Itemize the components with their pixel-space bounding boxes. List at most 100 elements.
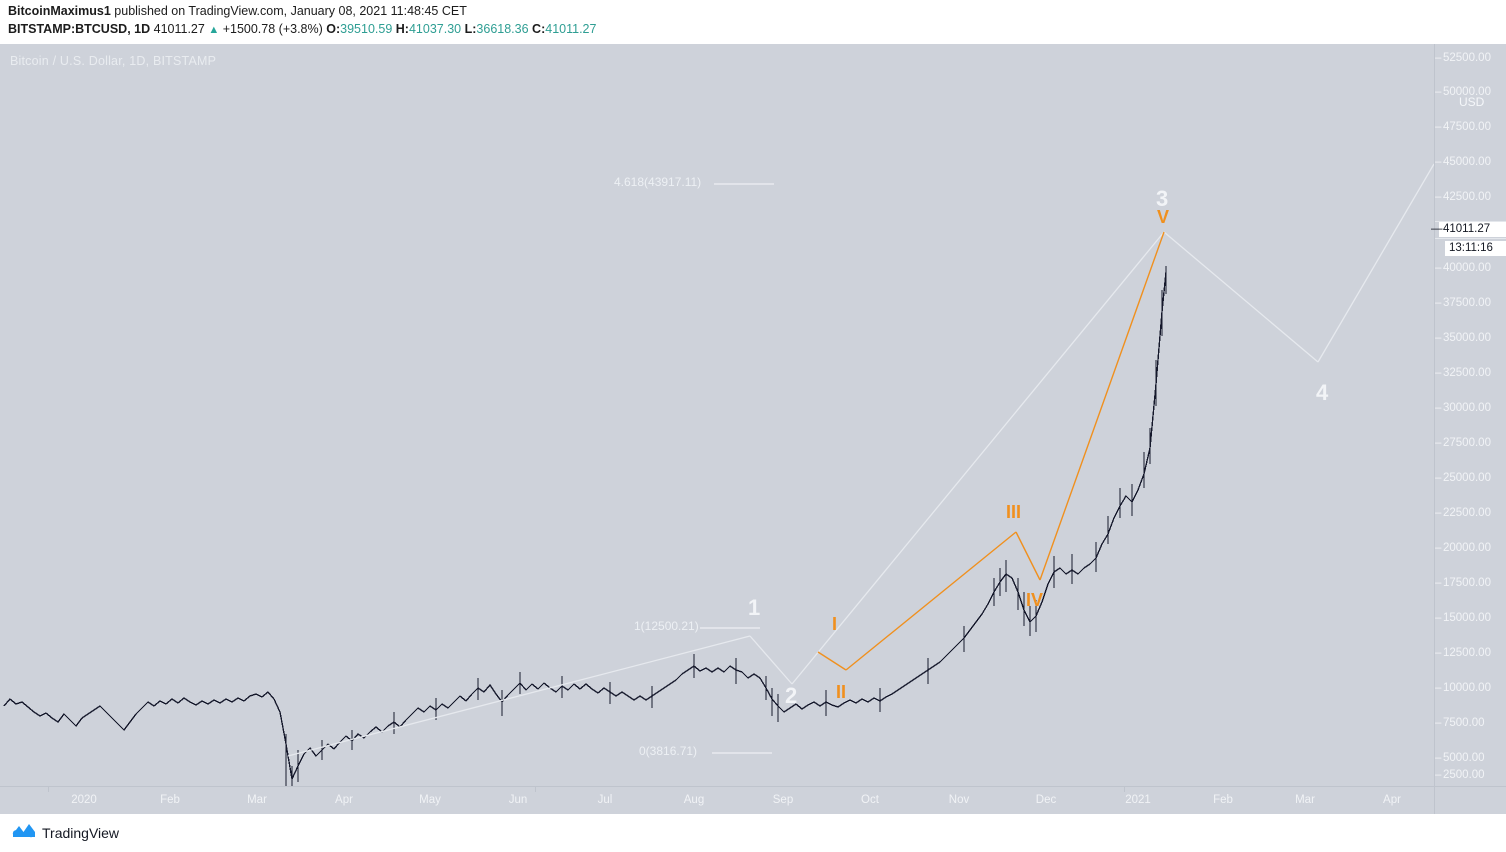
tick-dash-icon: –: [1435, 577, 1442, 589]
price-scale[interactable]: –52500.00 –50000.00 –47500.00 –45000.00 …: [1431, 44, 1506, 786]
symbol-quote-line: BITSTAMP:BTCUSD, 1D 41011.27 ▲ +1500.78 …: [8, 22, 596, 36]
fib-label-1: 1(12500.21): [634, 619, 699, 633]
price-tick-25000: –25000.00: [1435, 472, 1491, 484]
time-tick-feb: Feb: [160, 794, 180, 806]
price-tick-2500: –2500.00: [1435, 769, 1485, 781]
price-tick-12500: –12500.00: [1435, 647, 1491, 659]
price-tick-32500: –32500.00: [1435, 367, 1491, 379]
intermediate-wave-path: [817, 231, 1165, 671]
wave-label-I: I: [832, 614, 838, 634]
tick-dash-icon: –: [1435, 752, 1442, 764]
price-tick-30000: –30000.00: [1435, 402, 1491, 414]
time-tick-mar: Mar: [247, 794, 267, 806]
tick-dash-icon: –: [1435, 769, 1442, 781]
time-tick-jun: Jun: [508, 794, 528, 806]
tradingview-brand[interactable]: TradingView: [12, 822, 119, 844]
wave-label-2: 2: [785, 683, 798, 708]
tick-dash-icon: –: [1435, 332, 1442, 344]
tick-dash-icon: –: [1435, 367, 1442, 379]
chart-graphics: [3, 163, 1434, 786]
price-tick-22500: –22500.00: [1435, 507, 1491, 519]
last-price: 41011.27: [153, 22, 205, 36]
tick-dash-icon: –: [1435, 297, 1442, 309]
close-key: C:: [532, 22, 546, 36]
tick-dash-icon: –: [1435, 402, 1442, 414]
time-tick-apr2: Apr: [1383, 794, 1401, 806]
close-value: 41011.27: [545, 22, 597, 36]
price-tag-rule-bottom: [1435, 238, 1506, 239]
tick-dash-icon: –: [1435, 682, 1442, 694]
tick-dash-icon: –: [1435, 717, 1442, 729]
publish-line: BitcoinMaximus1 published on TradingView…: [8, 4, 467, 18]
price-tick-35000: –35000.00: [1435, 332, 1491, 344]
tick-dash-icon: –: [1435, 191, 1442, 203]
tick-dash-icon: –: [1435, 507, 1442, 519]
wave-label-3: 3: [1156, 186, 1169, 211]
price-tick-42500: –42500.00: [1435, 191, 1491, 203]
fib-label-4618: 4.618(43917.11): [614, 175, 702, 189]
tick-dash-icon: –: [1435, 472, 1442, 484]
tick-dash-icon: –: [1435, 86, 1442, 98]
time-scale[interactable]: 2020 Feb Mar Apr May Jun Jul Aug Sep Oct…: [0, 786, 1506, 815]
chart-header: BitcoinMaximus1 published on TradingView…: [0, 0, 1506, 44]
price-tick-45000: –45000.00: [1435, 156, 1491, 168]
tradingview-brand-label: TradingView: [42, 825, 120, 841]
price-tick-5000: –5000.00: [1435, 752, 1485, 764]
price-tick-37500: –37500.00: [1435, 297, 1491, 309]
up-arrow-icon: ▲: [208, 24, 220, 36]
wave-label-II: II: [836, 682, 847, 702]
wave-label-IV: IV: [1026, 590, 1044, 610]
high-value: 41037.30: [408, 22, 462, 36]
author-name[interactable]: BitcoinMaximus1: [8, 4, 111, 18]
time-tick-aug: Aug: [683, 794, 705, 806]
low-key: L:: [464, 22, 477, 36]
price-tick-27500: –27500.00: [1435, 437, 1491, 449]
price-plot[interactable]: Bitcoin / U.S. Dollar, 1D, BITSTAMP: [0, 44, 1434, 786]
time-tick-may: May: [419, 794, 441, 806]
low-value: 36618.36: [476, 22, 529, 36]
price-tick-20000: –20000.00: [1435, 542, 1491, 554]
tick-dash-icon: –: [1435, 121, 1442, 133]
open-value: 39510.59: [340, 22, 393, 36]
price-change: +1500.78 (+3.8%): [222, 22, 323, 36]
price-tick-50000: –50000.00: [1435, 86, 1491, 98]
primary-wave-path: [287, 163, 1434, 757]
time-tick-dec: Dec: [1035, 794, 1057, 806]
symbol-label[interactable]: BITSTAMP:BTCUSD, 1D: [8, 22, 151, 36]
chart-area[interactable]: Bitcoin / U.S. Dollar, 1D, BITSTAMP: [0, 44, 1506, 815]
high-key: H:: [395, 22, 409, 36]
tick-dash-icon: –: [1435, 437, 1442, 449]
tradingview-logo-icon: [12, 822, 36, 844]
time-separator: [48, 787, 49, 792]
time-tick-jul: Jul: [597, 794, 613, 806]
scale-divider: [1434, 787, 1435, 815]
time-tick-oct: Oct: [861, 794, 879, 806]
time-tick-2021: 2021: [1125, 794, 1151, 806]
price-tick-40000: –40000.00: [1435, 262, 1491, 274]
footer: TradingView: [0, 814, 1506, 852]
price-tick-52500: –52500.00: [1435, 52, 1491, 64]
time-tick-sep: Sep: [772, 794, 794, 806]
tick-dash-icon: –: [1435, 612, 1442, 624]
wave-label-V: V: [1157, 207, 1170, 227]
time-tick-apr: Apr: [335, 794, 353, 806]
price-tick-10000: –10000.00: [1435, 682, 1491, 694]
price-tick-17500: –17500.00: [1435, 577, 1491, 589]
wave-label-4: 4: [1316, 380, 1329, 405]
wave-label-III: III: [1006, 502, 1022, 522]
time-separator: [1124, 787, 1125, 792]
price-tick-7500: –7500.00: [1435, 717, 1485, 729]
price-tick-15000: –15000.00: [1435, 612, 1491, 624]
wave-label-1: 1: [748, 595, 761, 620]
publish-meta: published on TradingView.com, January 08…: [114, 4, 467, 18]
time-separator: [535, 787, 536, 792]
time-tick-2020: 2020: [71, 794, 97, 806]
time-tick-nov: Nov: [948, 794, 970, 806]
chart-title: Bitcoin / U.S. Dollar, 1D, BITSTAMP: [10, 54, 217, 68]
tick-dash-icon: –: [1435, 262, 1442, 274]
currency-badge: USD: [1459, 95, 1485, 109]
countdown-tag: 13:11:16: [1445, 241, 1506, 256]
current-price-tag: 41011.27: [1431, 222, 1506, 237]
fib-level-lines: [700, 183, 774, 754]
